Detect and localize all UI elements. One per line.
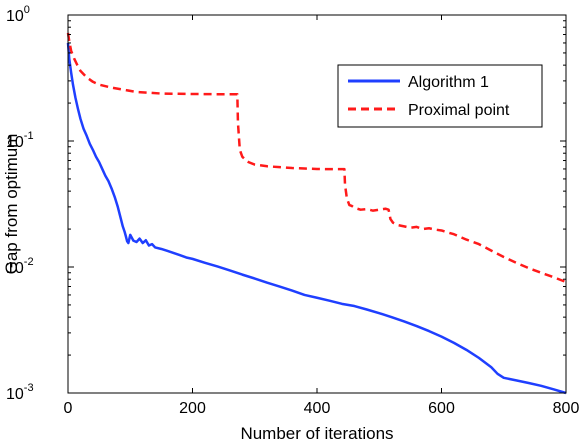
legend-label-algorithm-1: Algorithm 1 [408, 74, 489, 91]
y-tick-label: 10-1 [6, 130, 34, 151]
y-tick-label: 10-3 [6, 382, 34, 403]
legend-label-proximal-point: Proximal point [408, 102, 510, 119]
x-tick-label: 600 [428, 400, 455, 417]
ticks-layer: 0 200 400 600 800 10-3 10-2 10-1 100 [6, 4, 579, 417]
x-tick-label: 200 [179, 400, 206, 417]
y-tick-label: 100 [6, 4, 30, 25]
legend-box [337, 64, 543, 128]
series-line-algorithm-1 [66, 42, 567, 395]
y-tick-label: 10-2 [6, 256, 34, 277]
legend: Algorithm 1 Proximal point [337, 64, 543, 128]
series-layer [66, 32, 567, 395]
y-axis-label: Gap from optimum [2, 134, 21, 275]
x-tick-label: 0 [64, 400, 73, 417]
x-tick-label: 800 [553, 400, 580, 417]
x-axis-label: Number of iterations [240, 424, 393, 443]
x-tick-label: 400 [304, 400, 331, 417]
